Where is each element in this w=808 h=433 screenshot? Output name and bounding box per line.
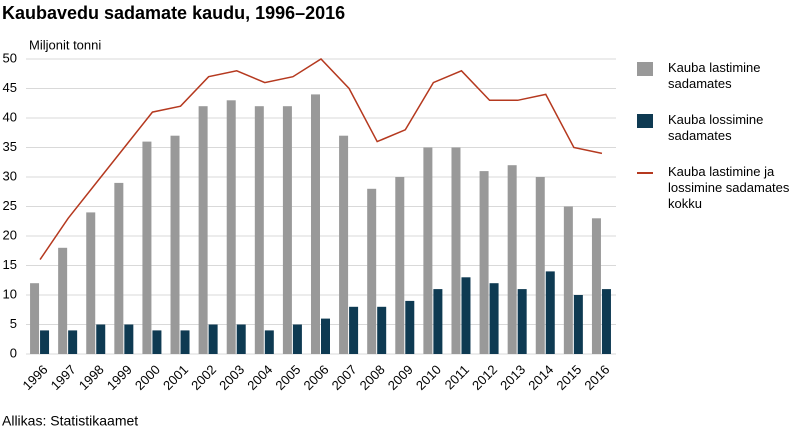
y-tick-label: 20 [3,227,17,242]
x-tick-label: 1996 [20,362,51,393]
legend-label: Kauba lastimine ja lossimine sadamates k… [668,164,790,211]
bar [68,330,78,354]
x-tick-label: 2010 [413,362,444,393]
x-tick-label: 1999 [104,362,135,393]
y-tick-label: 40 [3,109,17,124]
x-tick-label: 2004 [244,362,275,393]
y-tick-label: 10 [3,286,17,301]
y-tick-label: 35 [3,139,17,154]
legend-swatch [637,114,653,128]
legend-label: Kauba lastimine sadamates [668,60,761,91]
legend-swatch [637,62,653,76]
bar [405,300,415,354]
line [39,58,603,261]
bar [124,324,134,354]
bar [226,100,236,354]
bar [208,324,218,354]
x-tick-label: 2006 [300,362,331,393]
x-tick-label: 2005 [272,362,303,393]
bar [395,177,405,354]
y-tick-label: 15 [3,257,17,272]
y-tick-label: 30 [3,168,17,183]
x-tick-label: 2001 [160,362,191,393]
bar [40,330,50,354]
bar [264,330,274,354]
bar [461,277,471,354]
x-tick-label: 2011 [442,362,472,392]
bar [311,94,320,355]
x-tick-label: 2015 [553,362,584,393]
y-tick-label: 0 [10,345,17,360]
bar [433,289,443,354]
bar [198,106,208,354]
legend-label: Kauba lossimine sadamates [668,112,764,143]
bar [142,141,152,354]
bar [349,306,359,354]
bar [292,324,302,354]
x-tick-label: 2014 [525,362,556,393]
bar [545,271,555,354]
x-tick-label: 2016 [581,362,612,393]
x-tick-label: 2000 [132,362,163,393]
chart-title: Kaubavedu sadamate kaudu, 1996–2016 [2,3,345,23]
x-tick-label: 2003 [216,362,247,393]
x-tick-label: 2008 [357,362,388,393]
x-tick-label: 2013 [497,362,528,393]
y-axis-label: Miljonit tonni [29,37,101,52]
bar [423,147,433,354]
bar [114,182,124,354]
bar [591,218,601,354]
bar [377,306,387,354]
bar [236,324,246,354]
bar [489,283,499,354]
bar [507,165,517,354]
y-tick-label: 45 [3,80,17,95]
x-tick-label: 2002 [188,362,219,393]
x-tick-label: 1997 [48,362,79,393]
bar [152,330,162,354]
bar [30,283,40,354]
bar [58,247,68,354]
bar [254,106,264,354]
bar [96,324,106,354]
bar [573,295,583,354]
source: Allikas: Statistikaamet [2,413,138,429]
bar [535,177,545,354]
bar [451,147,461,354]
bar [282,106,292,354]
y-tick-label: 25 [3,198,17,213]
bar [563,206,573,354]
bar [367,188,377,354]
bar [321,318,330,354]
x-tick-label: 2007 [329,362,360,393]
y-tick-label: 50 [3,50,17,65]
y-tick-label: 5 [10,316,17,331]
bar [339,135,349,354]
bar [170,135,180,354]
x-tick-label: 1998 [76,362,107,393]
bar [86,212,96,354]
bar [479,171,489,354]
bar [517,289,527,354]
x-tick-label: 2009 [385,362,416,393]
bar [601,289,611,354]
legend-swatch [637,172,653,174]
x-tick-label: 2012 [469,362,500,393]
bar [180,330,190,354]
